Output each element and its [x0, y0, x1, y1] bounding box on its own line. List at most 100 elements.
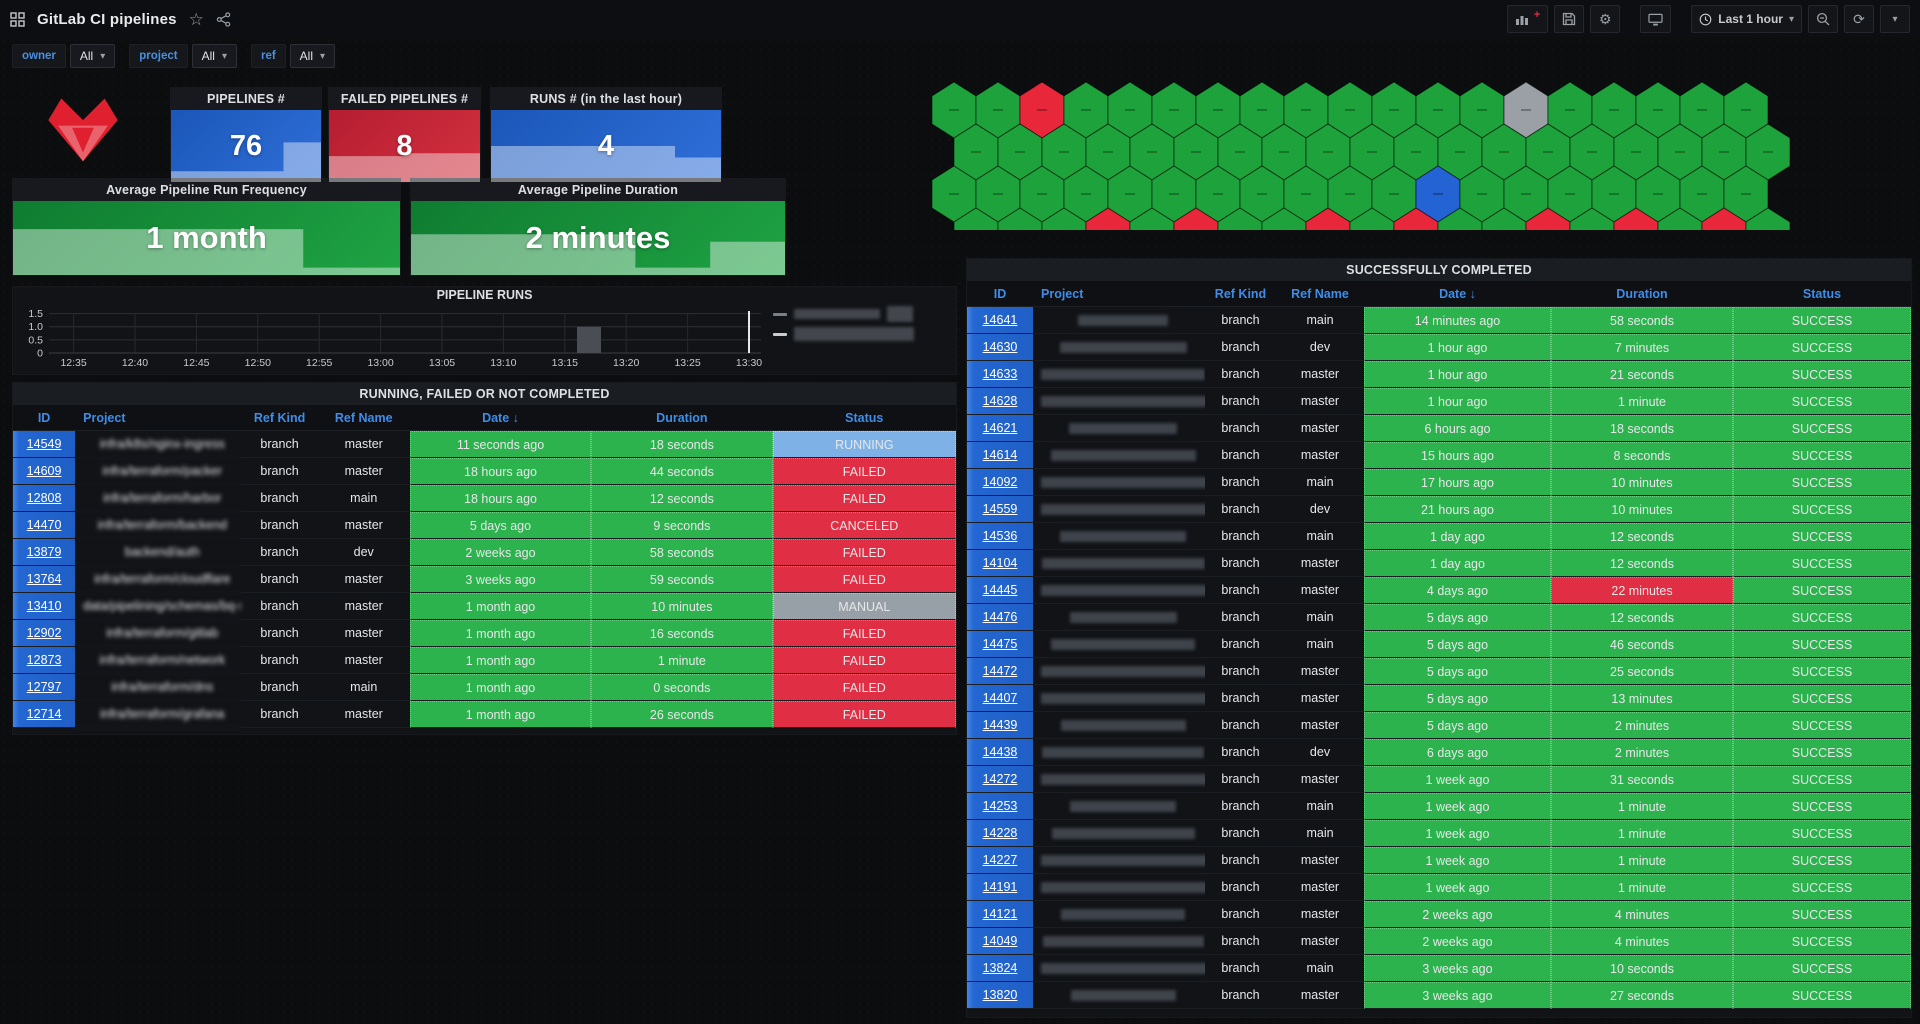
pipeline-id-link[interactable]: 13824 — [982, 961, 1018, 975]
column-header-project[interactable]: Project — [1033, 281, 1205, 307]
pipeline-id-link[interactable]: 13820 — [982, 988, 1018, 1002]
column-header-duration[interactable]: Duration — [1551, 281, 1733, 307]
table-row: 14445 branch master 4 days ago 22 minutes SUC… — [967, 577, 1911, 604]
cell-project — [1033, 469, 1205, 496]
pipeline-id-link[interactable]: 14439 — [982, 718, 1018, 732]
template-variables: owner All ▾ project All ▾ ref All ▾ — [12, 44, 336, 68]
save-dashboard-button[interactable] — [1554, 5, 1585, 33]
cell-ref-name: master — [1276, 658, 1364, 685]
pipeline-id-link[interactable]: 13764 — [26, 572, 62, 586]
column-header-refname[interactable]: Ref Name — [1276, 281, 1364, 307]
cell-ref-name: master — [1276, 550, 1364, 577]
filter-owner-select[interactable]: All ▾ — [69, 44, 116, 68]
refresh-button[interactable]: ⟳ — [1844, 5, 1874, 33]
pipeline-id-link[interactable]: 12873 — [26, 653, 62, 667]
cell-ref-name: master — [317, 431, 410, 458]
stat-body[interactable]: 4 — [491, 110, 721, 182]
time-range-picker[interactable]: Last 1 hour ▾ — [1691, 5, 1802, 33]
hexagon[interactable] — [1745, 207, 1791, 230]
pipeline-id-link[interactable]: 14191 — [982, 880, 1018, 894]
pipeline-id-link[interactable]: 12902 — [26, 626, 62, 640]
column-header-refkind[interactable]: Ref Kind — [1205, 281, 1276, 307]
stat-body[interactable]: 2 minutes — [411, 201, 785, 275]
pipeline-id-link[interactable]: 14228 — [982, 826, 1018, 840]
pipeline-id-link[interactable]: 14049 — [982, 934, 1018, 948]
share-icon[interactable] — [216, 11, 231, 27]
cell-project: infra/terraform/grafana — [75, 701, 242, 728]
pipeline-id-link[interactable]: 14272 — [982, 772, 1018, 786]
pipeline-id-link[interactable]: 14476 — [982, 610, 1018, 624]
chevron-down-icon: ▾ — [320, 50, 326, 62]
pipeline-id-link[interactable]: 14227 — [982, 853, 1018, 867]
pipeline-id-link[interactable]: 14559 — [982, 502, 1018, 516]
cell-duration: 0 seconds — [591, 674, 773, 701]
pipeline-id-link[interactable]: 14614 — [982, 448, 1018, 462]
pipeline-id-link[interactable]: 14630 — [982, 340, 1018, 354]
refresh-interval-dropdown[interactable]: ▾ — [1880, 5, 1910, 33]
pipeline-id-link[interactable]: 14475 — [982, 637, 1018, 651]
pipeline-id-link[interactable]: 14633 — [982, 367, 1018, 381]
pipeline-id-link[interactable]: 12714 — [26, 707, 62, 721]
column-header-id[interactable]: ID — [967, 281, 1033, 307]
pipeline-id-link[interactable]: 14628 — [982, 394, 1018, 408]
cell-ref-name: master — [1276, 685, 1364, 712]
star-icon[interactable]: ☆ — [188, 9, 204, 29]
pipeline-id-link[interactable]: 14438 — [982, 745, 1018, 759]
pipeline-id-link[interactable]: 12797 — [26, 680, 62, 694]
status-badge: SUCCESS — [1733, 982, 1911, 1009]
column-header-id[interactable]: ID — [13, 405, 76, 431]
pipeline-id-link[interactable]: 14549 — [26, 437, 62, 451]
redacted-project-name — [1061, 909, 1185, 921]
filter-project-select[interactable]: All ▾ — [191, 44, 237, 68]
column-header-project[interactable]: Project — [75, 405, 242, 431]
column-header-refname[interactable]: Ref Name — [317, 405, 410, 431]
legend-item[interactable] — [773, 327, 914, 341]
stat-panel-avg-run-frequency: Average Pipeline Run Frequency 1 month — [12, 178, 401, 276]
gitlab-tanuki-icon — [48, 98, 118, 162]
pipeline-id-link[interactable]: 12808 — [26, 491, 62, 505]
pipeline-runs-chart[interactable]: 1.51.00.5 0 12:35 12:40 12:45 12:50 12:55 13:00… — [13, 303, 954, 373]
pipeline-id-link[interactable]: 14407 — [982, 691, 1018, 705]
pipeline-id-link[interactable]: 14621 — [982, 421, 1018, 435]
pipeline-id-link[interactable]: 13879 — [26, 545, 62, 559]
stat-body[interactable]: 8 — [329, 110, 480, 182]
column-header-status[interactable]: Status — [772, 405, 956, 431]
pipeline-id-link[interactable]: 14104 — [982, 556, 1018, 570]
table-row: 14439 branch master 5 days ago 2 minutes SUCC… — [967, 712, 1911, 739]
pipeline-id-link[interactable]: 14121 — [982, 907, 1018, 921]
pipeline-id-link[interactable]: 13410 — [26, 599, 62, 613]
legend-item[interactable] — [773, 306, 914, 322]
column-header-status[interactable]: Status — [1733, 281, 1911, 307]
column-header-refkind[interactable]: Ref Kind — [241, 405, 318, 431]
pipeline-id-link[interactable]: 14445 — [982, 583, 1018, 597]
pipeline-id-link[interactable]: 14092 — [982, 475, 1018, 489]
dashboard-settings-button[interactable]: ⚙ — [1590, 5, 1621, 33]
column-header-date[interactable]: Date ↓ — [1364, 281, 1551, 307]
add-panel-button[interactable]: + — [1506, 5, 1549, 33]
filter-ref-select[interactable]: All ▾ — [289, 44, 336, 68]
pipeline-id-link[interactable]: 14253 — [982, 799, 1018, 813]
pipeline-id-link[interactable]: 14472 — [982, 664, 1018, 678]
cell-duration: 18 seconds — [591, 431, 773, 458]
stat-panel-avg-duration: Average Pipeline Duration 2 minutes — [410, 178, 786, 276]
pipeline-id-link[interactable]: 14609 — [26, 464, 62, 478]
apps-grid-icon[interactable] — [10, 11, 25, 27]
stat-body[interactable]: 1 month — [13, 201, 400, 275]
cell-project: data/pipelining/schemas/bq-st... — [75, 593, 242, 620]
pipeline-id-link[interactable]: 14536 — [982, 529, 1018, 543]
column-header-duration[interactable]: Duration — [591, 405, 773, 431]
pipeline-id-link[interactable]: 14641 — [982, 313, 1018, 327]
cell-ref-kind: branch — [1205, 415, 1276, 442]
zoom-out-button[interactable] — [1808, 5, 1838, 33]
table-row: 13820 branch master 3 weeks ago 27 seconds SU… — [967, 982, 1911, 1009]
cell-id: 12714 — [13, 701, 76, 728]
pipeline-id-link[interactable]: 14470 — [26, 518, 62, 532]
cell-duration: 59 seconds — [591, 566, 773, 593]
cell-project: infra/terraform/dns — [75, 674, 242, 701]
cycle-view-button[interactable] — [1640, 5, 1672, 33]
status-badge: SUCCESS — [1733, 901, 1911, 928]
stat-body[interactable]: 76 — [171, 110, 321, 182]
column-header-date[interactable]: Date ↓ — [409, 405, 592, 431]
chart-bar[interactable] — [577, 326, 601, 353]
cell-id: 14549 — [13, 431, 76, 458]
